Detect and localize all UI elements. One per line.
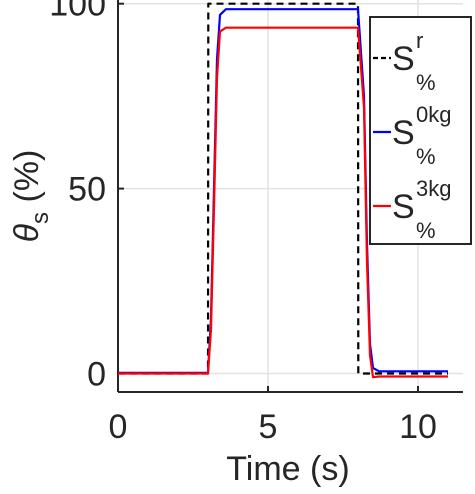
y-axis-symbol: θ [8,223,46,242]
x-tick-label: 5 [259,408,278,446]
legend-label-subscript: % [416,144,436,169]
series-lines [118,2,448,379]
legend-label: S [392,40,415,78]
legend-label: S [392,114,415,152]
legend-label-subscript: % [416,70,436,95]
legend-label-superscript: r [416,28,423,53]
x-axis-label: Time (s) [226,450,349,488]
series-line-2 [118,26,448,379]
y-tick-label: 100 [49,0,106,24]
x-tick-label: 0 [109,408,128,446]
legend-label: S [392,188,415,226]
y-tick-label: 50 [68,171,106,209]
legend-label-superscript: 3kg [416,176,451,201]
legend-label-superscript: 0kg [416,102,451,127]
y-tick-label: 0 [87,356,106,394]
legend-label-subscript: % [416,218,436,243]
y-axis-label: θs (%) [8,150,54,243]
x-tick-label: 10 [399,408,437,446]
y-axis-unit: (%) [8,150,46,212]
y-axis-subscript: s [27,212,54,224]
